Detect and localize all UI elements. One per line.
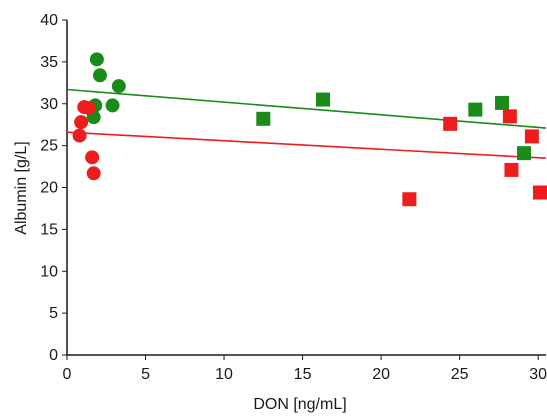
data-point-circle <box>89 52 104 67</box>
data-point-circle <box>72 128 87 143</box>
y-tick-label: 0 <box>49 347 58 364</box>
data-point-circle <box>105 98 120 113</box>
x-tick-label: 30 <box>529 366 547 383</box>
data-point-square <box>256 111 271 126</box>
y-tick-label: 25 <box>40 138 58 155</box>
y-tick-label: 5 <box>49 305 58 322</box>
data-point-square <box>468 102 483 117</box>
fit-lines <box>66 88 547 159</box>
fit-line <box>66 88 547 129</box>
data-points <box>72 52 547 207</box>
y-axis-label: Albumin [g/L] <box>13 141 30 234</box>
x-tick-label: 5 <box>141 366 150 383</box>
y-tick-label: 10 <box>40 263 58 280</box>
x-tick-label: 15 <box>294 366 312 383</box>
data-point-circle <box>74 115 89 130</box>
x-axis-label: DON [ng/mL] <box>253 396 346 413</box>
data-point-square <box>495 95 510 110</box>
x-tick-label: 20 <box>372 366 390 383</box>
x-tick-label: 10 <box>215 366 233 383</box>
data-point-square <box>517 146 532 161</box>
fit-line <box>66 131 547 159</box>
y-tick-label: 35 <box>40 54 58 71</box>
data-point-circle <box>111 79 126 94</box>
x-tick-label: 25 <box>451 366 469 383</box>
data-point-circle <box>86 166 101 181</box>
data-point-square <box>443 116 458 131</box>
data-point-square <box>315 92 330 107</box>
data-point-square <box>533 185 547 200</box>
data-point-circle <box>92 68 107 83</box>
x-tick-label: 0 <box>63 366 72 383</box>
y-tick-label: 15 <box>40 221 58 238</box>
y-tick-label: 40 <box>40 12 58 29</box>
data-point-square <box>502 109 517 124</box>
data-point-square <box>524 129 539 144</box>
axes <box>62 19 546 360</box>
data-point-square <box>504 162 519 177</box>
y-tick-label: 30 <box>40 96 58 113</box>
y-tick-label: 20 <box>40 180 58 197</box>
data-point-square <box>402 192 417 207</box>
data-point-circle <box>85 150 100 165</box>
tick-labels: 0 5 10 15 20 25 30 35 40 0 5 10 15 20 25 30 <box>40 12 547 383</box>
data-point-circle <box>81 100 96 115</box>
